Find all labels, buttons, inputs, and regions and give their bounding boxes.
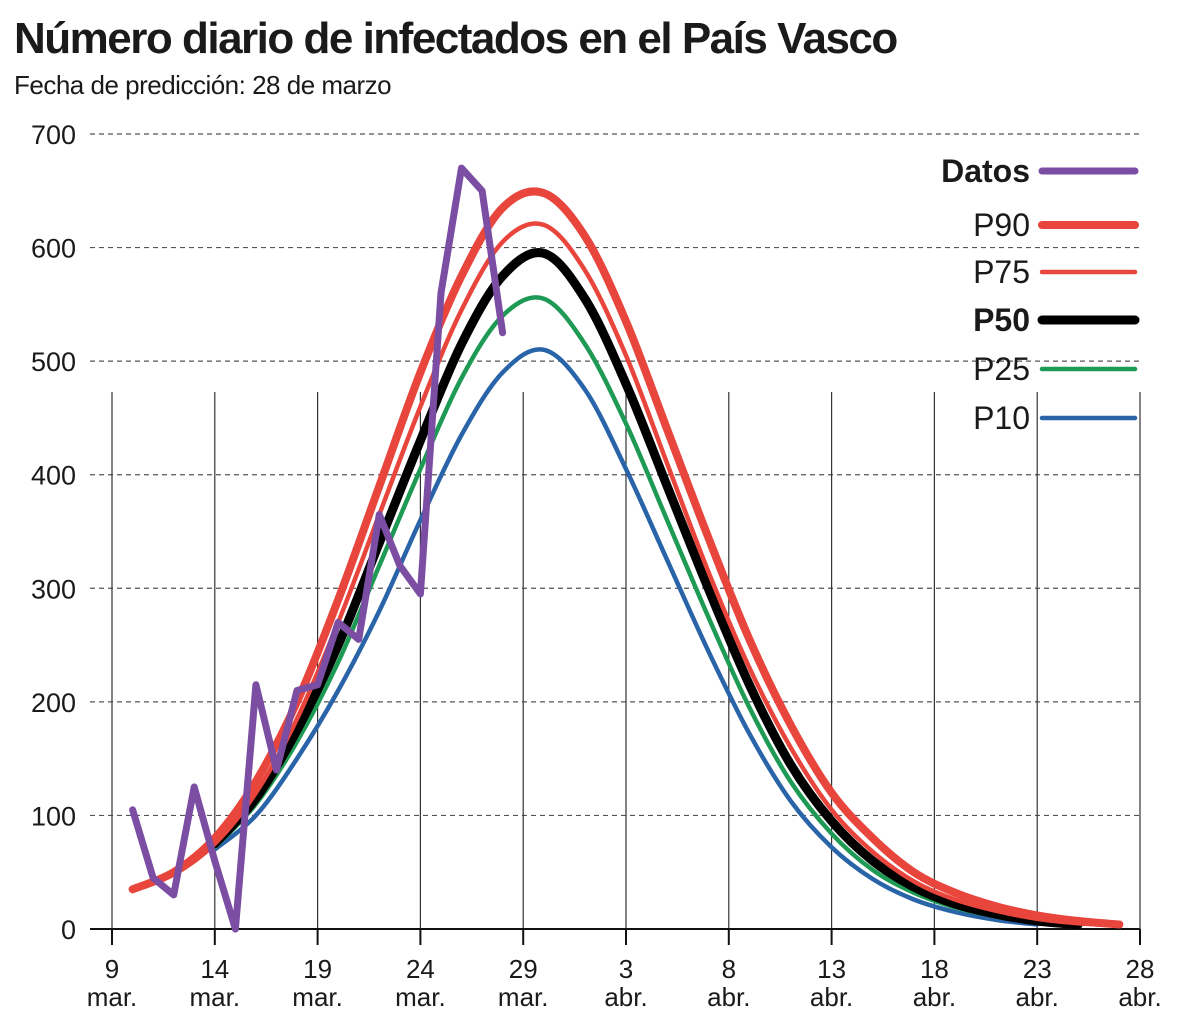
legend-label-p10: P10 — [973, 400, 1030, 436]
y-tick-label: 700 — [31, 120, 76, 150]
chart-title: Número diario de infectados en el País V… — [14, 14, 898, 63]
legend-label-p25: P25 — [973, 351, 1030, 387]
x-tick-month: mar. — [190, 982, 241, 1012]
legend: Datos P90 P75 P50 P25 P10 — [941, 153, 1140, 436]
axes: 01002003004005006007009mar.14mar.19mar.2… — [31, 120, 1162, 1012]
x-tick-day: 8 — [722, 954, 736, 984]
x-tick-day: 19 — [303, 954, 332, 984]
x-tick-month: abr. — [1118, 982, 1161, 1012]
x-tick-day: 23 — [1023, 954, 1052, 984]
x-tick-month: mar. — [498, 982, 549, 1012]
x-tick-month: abr. — [707, 982, 750, 1012]
x-tick-day: 18 — [920, 954, 949, 984]
y-tick-label: 600 — [31, 234, 76, 264]
x-tick-month: abr. — [913, 982, 956, 1012]
legend-label-datos: Datos — [941, 153, 1030, 189]
x-tick-day: 28 — [1126, 954, 1155, 984]
chart-subtitle: Fecha de predicción: 28 de marzo — [14, 70, 392, 100]
legend-label-p90: P90 — [973, 207, 1030, 243]
series-line-datos — [129, 164, 507, 933]
y-tick-label: 200 — [31, 688, 76, 718]
x-tick-day: 9 — [105, 954, 119, 984]
grid — [90, 133, 1141, 929]
series-line-p90 — [128, 187, 1124, 929]
x-tick-month: abr. — [810, 982, 853, 1012]
x-tick-day: 24 — [406, 954, 435, 984]
x-tick-month: mar. — [292, 982, 343, 1012]
series-line-p10 — [212, 347, 1040, 927]
series-line-p75 — [130, 221, 1122, 928]
x-tick-month: mar. — [395, 982, 446, 1012]
x-tick-day: 14 — [200, 954, 229, 984]
y-tick-label: 100 — [31, 801, 76, 831]
x-tick-month: abr. — [604, 982, 647, 1012]
y-tick-label: 500 — [31, 347, 76, 377]
legend-label-p50: P50 — [973, 302, 1030, 338]
y-tick-label: 400 — [31, 461, 76, 491]
x-tick-day: 3 — [619, 954, 633, 984]
x-tick-day: 29 — [509, 954, 538, 984]
x-tick-month: abr. — [1016, 982, 1059, 1012]
series-line-p25 — [212, 295, 1081, 928]
y-tick-label: 0 — [61, 915, 76, 945]
series-line-p50 — [210, 248, 1083, 929]
x-tick-month: mar. — [87, 982, 138, 1012]
x-tick-day: 13 — [817, 954, 846, 984]
y-tick-label: 300 — [31, 574, 76, 604]
series-layer — [128, 164, 1124, 933]
legend-label-p75: P75 — [973, 254, 1030, 290]
